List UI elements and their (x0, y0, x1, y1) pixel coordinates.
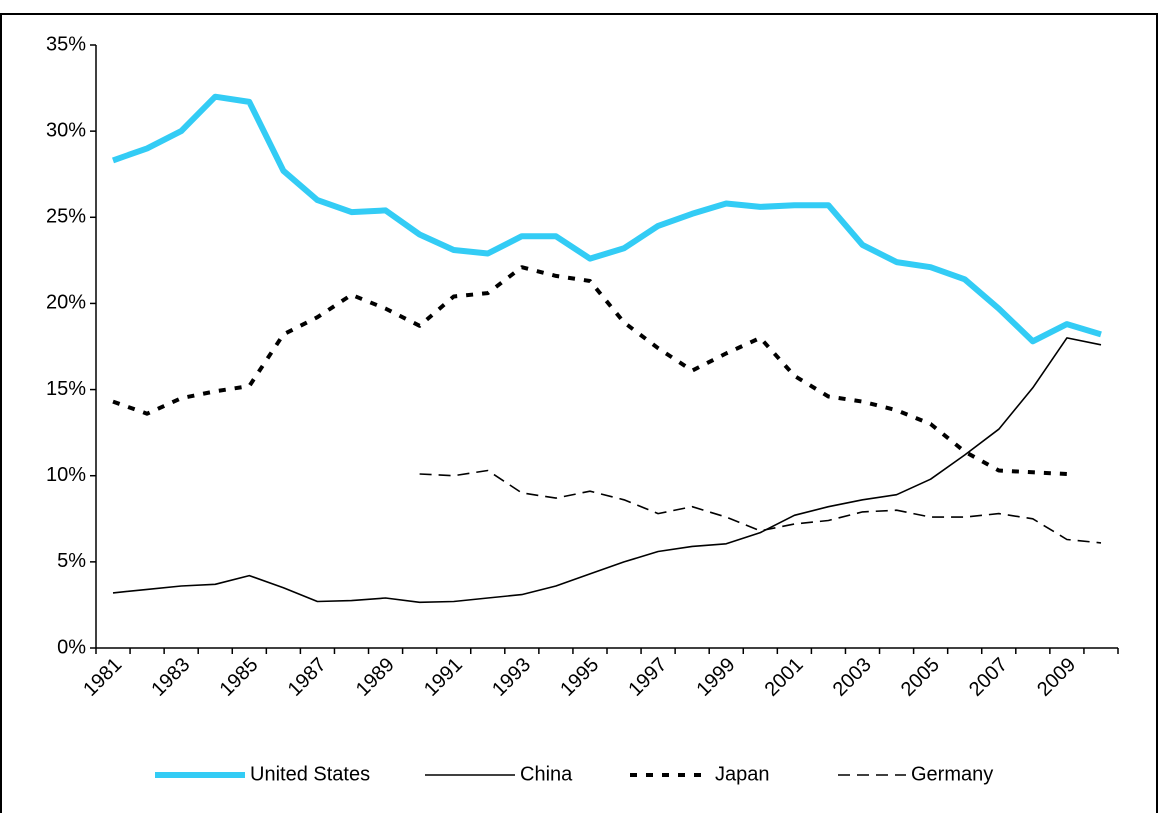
series-line (112, 337, 1102, 604)
series-line (112, 93, 1102, 345)
legend-label: China (520, 763, 573, 785)
x-tick-label: 2009 (1033, 654, 1080, 701)
y-tick-label: 30% (46, 119, 86, 141)
x-tick-label: 1999 (692, 654, 739, 701)
x-tick-label: 1985 (216, 654, 263, 701)
y-tick-label: 10% (46, 464, 86, 486)
y-tick-label: 0% (57, 636, 86, 658)
frame (0, 13, 1158, 813)
x-tick-label: 1981 (79, 654, 126, 701)
x-tick-label: 1987 (284, 654, 331, 701)
series-line (419, 469, 1102, 544)
x-tick-label: 1995 (556, 654, 603, 701)
y-tick-label: 25% (46, 206, 86, 228)
y-tick-label: 15% (46, 378, 86, 400)
y-tick-label: 35% (46, 33, 86, 55)
y-tick-label: 5% (57, 550, 86, 572)
x-tick-label: 2007 (965, 654, 1012, 701)
x-tick-label: 1991 (420, 654, 467, 701)
legend-label: United States (250, 763, 370, 785)
x-tick-label: 2001 (761, 654, 808, 701)
x-tick-label: 1997 (624, 654, 671, 701)
x-tick-label: 2003 (829, 654, 876, 701)
y-tick-label: 20% (46, 292, 86, 314)
x-tick-label: 1993 (488, 654, 535, 701)
series-line (112, 265, 1067, 476)
legend-label: Japan (715, 763, 770, 785)
x-tick-label: 2005 (897, 654, 944, 701)
x-tick-label: 1983 (147, 654, 194, 701)
legend-label: Germany (911, 763, 993, 785)
x-tick-label: 1989 (352, 654, 399, 701)
